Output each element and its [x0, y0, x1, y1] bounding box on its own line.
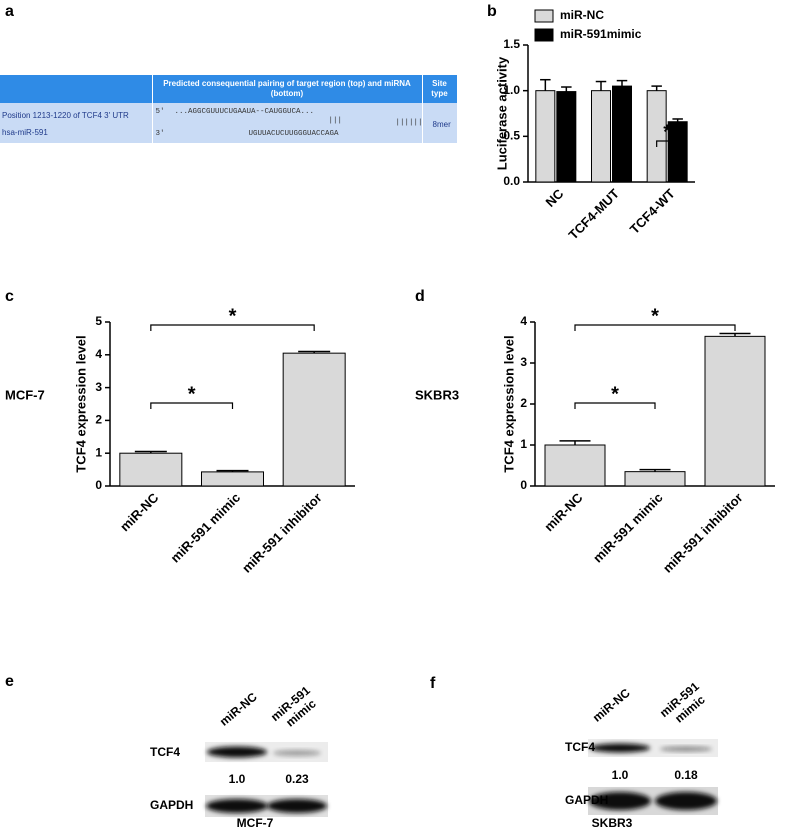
bar [544, 444, 606, 487]
legend-label: miR-591mimic [560, 27, 642, 41]
panel-label: b [487, 3, 497, 20]
pairing: ||||||| [395, 119, 428, 127]
x-tick-label: NC [542, 186, 566, 210]
y-tick-label: 3 [520, 355, 527, 369]
y-tick-label: 4 [520, 314, 527, 328]
header-cell: Site type [422, 75, 458, 103]
significance-bracket [574, 402, 656, 409]
target-seq: ...AGGCGUUUCUGAAUA--CAUGGUCA... [174, 108, 315, 116]
y-tick-label: 1 [95, 445, 102, 459]
header-cell [0, 75, 153, 103]
bar [591, 90, 611, 183]
row-label: TCF4 [565, 740, 595, 754]
header-row: Predicted consequential pairing of targe… [0, 75, 458, 103]
side-label: MCF-7 [5, 387, 45, 402]
significance-bracket [656, 140, 679, 147]
bar [704, 335, 766, 487]
legend-swatch [534, 9, 554, 23]
legend-label: miR-NC [560, 8, 604, 22]
mirna-name: hsa-miR-591 [2, 128, 48, 137]
three-prime: 3' [155, 130, 165, 138]
significance-bracket [574, 324, 736, 331]
significance-bracket [150, 324, 315, 331]
row-label: TCF4 [150, 745, 180, 759]
y-axis-label: TCF4 expression level [73, 335, 88, 472]
y-tick-label: 1 [520, 437, 527, 451]
band-ratio: 0.23 [285, 772, 309, 786]
blot-image [205, 742, 328, 817]
cell: Position 1213-1220 of TCF4 3' UTR hsa-mi… [0, 103, 153, 143]
y-tick-label: 3 [95, 380, 102, 394]
cell-line: SKBR3 [592, 816, 633, 830]
x-tick-label: miR-591 mimic [590, 490, 665, 565]
x-tick-label: miR-591 inhibitor [660, 490, 746, 576]
x-tick-label: TCF4-WT [627, 186, 678, 237]
five-prime: 5' [155, 108, 165, 116]
significance-label: * [229, 305, 237, 327]
bar [612, 85, 632, 183]
x-tick-label: miR-NC [541, 490, 586, 535]
cell: 8mer [422, 103, 458, 143]
bar [282, 352, 346, 487]
panel-label: f [430, 675, 436, 692]
bar [624, 471, 686, 487]
row-label: GAPDH [150, 798, 193, 812]
lane-label: miR-591mimic [268, 683, 322, 735]
target-table: Predicted consequential pairing of targe… [0, 75, 458, 143]
significance-bracket [150, 402, 234, 409]
x-tick-label: TCF4-MUT [565, 186, 622, 243]
position: Position 1213-1220 of TCF4 3' UTR [2, 111, 129, 120]
x-tick-label: miR-591 mimic [168, 490, 243, 565]
lane-label: miR-NC [590, 686, 633, 725]
bar [646, 90, 667, 183]
body-row: Position 1213-1220 of TCF4 3' UTR hsa-mi… [0, 103, 458, 143]
header-cell: Predicted consequential pairing of targe… [152, 75, 423, 103]
bar [119, 452, 183, 487]
y-tick-label: 0 [520, 478, 527, 492]
significance-label: * [611, 383, 619, 405]
lane-label: miR-NC [217, 690, 260, 729]
y-tick-label: 5 [95, 314, 102, 328]
bar [201, 471, 264, 487]
blot-image [588, 739, 718, 815]
panel-label: c [5, 288, 14, 305]
pairing: ||| [328, 117, 343, 125]
mirna-seq: UGUUACUCUUGGGUACCAGA [248, 130, 339, 138]
panel-label: a [5, 3, 14, 20]
legend-swatch [534, 28, 554, 42]
y-axis-label: Luciferase activity [494, 56, 509, 170]
bar [556, 91, 577, 183]
significance-label: * [188, 383, 196, 405]
y-tick-label: 2 [95, 413, 102, 427]
y-tick-label: 4 [95, 347, 102, 361]
y-tick-label: 0.0 [503, 174, 520, 188]
bar [667, 121, 688, 183]
significance-label: * [663, 121, 671, 143]
y-tick-label: 0 [95, 478, 102, 492]
panel-label: e [5, 673, 14, 690]
y-tick-label: 1.0 [503, 83, 520, 97]
band-ratio: 0.18 [674, 768, 698, 782]
side-label: SKBR3 [415, 387, 459, 402]
row-label: GAPDH [565, 793, 608, 807]
x-tick-label: miR-591 inhibitor [239, 490, 325, 576]
site-type: 8mer [432, 120, 451, 129]
y-tick-label: 2 [520, 396, 527, 410]
band-ratio: 1.0 [612, 768, 629, 782]
y-tick-label: 1.5 [503, 37, 520, 51]
lane-label: miR-591mimic [657, 679, 711, 731]
bar [535, 90, 556, 183]
significance-label: * [651, 305, 659, 327]
band-ratio: 1.0 [229, 772, 246, 786]
cell-line: MCF-7 [237, 816, 274, 830]
x-tick-label: miR-NC [117, 490, 162, 535]
y-axis-label: TCF4 expression level [501, 335, 516, 472]
y-tick-label: 0.5 [503, 129, 520, 143]
panel-label: d [415, 288, 425, 305]
cell: 5' ...AGGCGUUUCUGAAUA--CAUGGUCA... ||| |… [152, 103, 427, 143]
